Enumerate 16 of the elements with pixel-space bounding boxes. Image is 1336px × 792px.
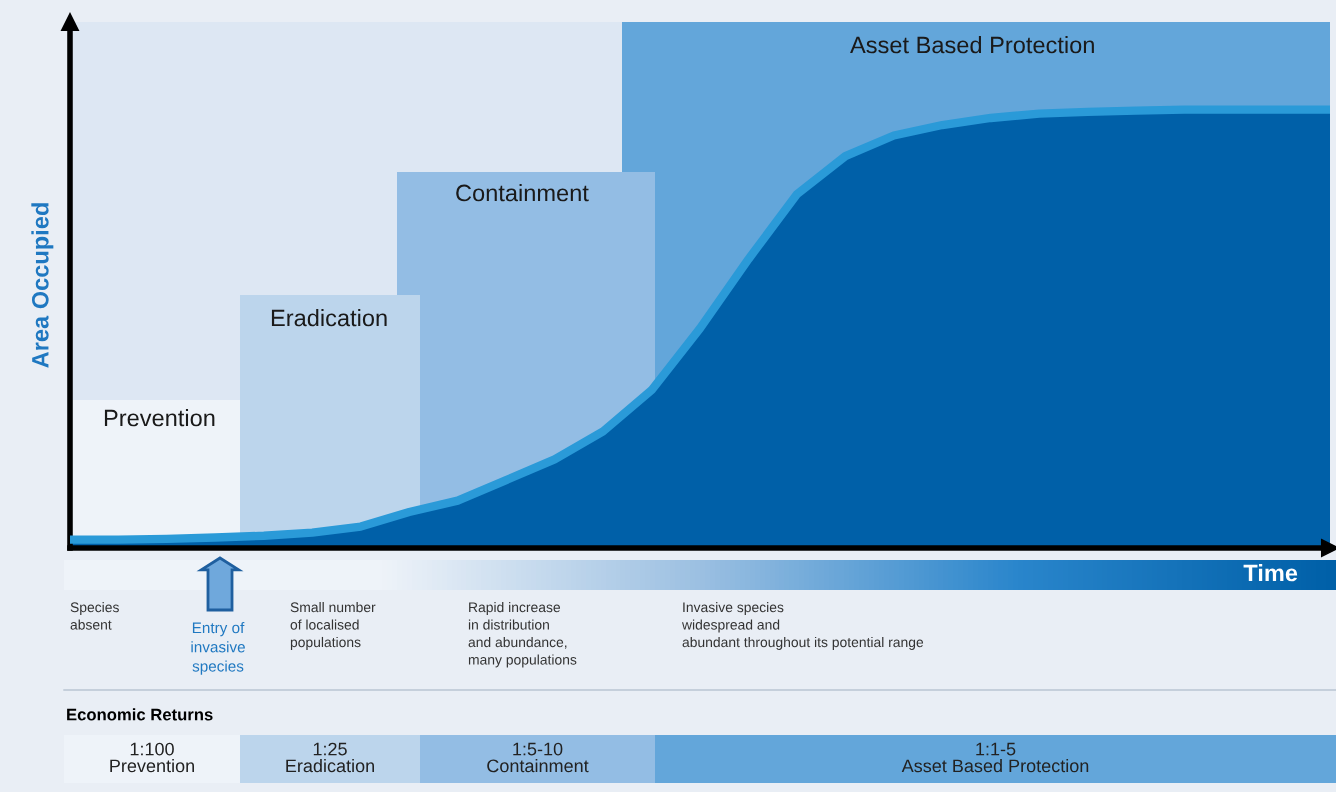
text: Economic Returns [67,708,213,721]
text: Rapid increase in distribution and abundance, many populations [468,602,577,668]
text: Asset Based Protection [850,36,1094,54]
annotation: Eradication [271,309,387,327]
text: 1:5-10 Containment [487,742,589,773]
text: Invasive species widespread and abundant throughout its potential range [681,602,924,650]
annotation: Containment [456,184,589,202]
text: Entry of invasive species [191,622,245,675]
text: Small number of localised populations [290,602,376,650]
text: Species absent [70,602,119,630]
y-axis-title: Area Occupied [31,203,54,368]
x-axis-title: Time [1243,563,1298,582]
text: 1:1-5 Asset Based Protection [901,742,1089,773]
text: 1:25 Eradication [286,742,374,773]
text: 1:100 Prevention [110,742,194,773]
annotation: Prevention [104,408,215,427]
